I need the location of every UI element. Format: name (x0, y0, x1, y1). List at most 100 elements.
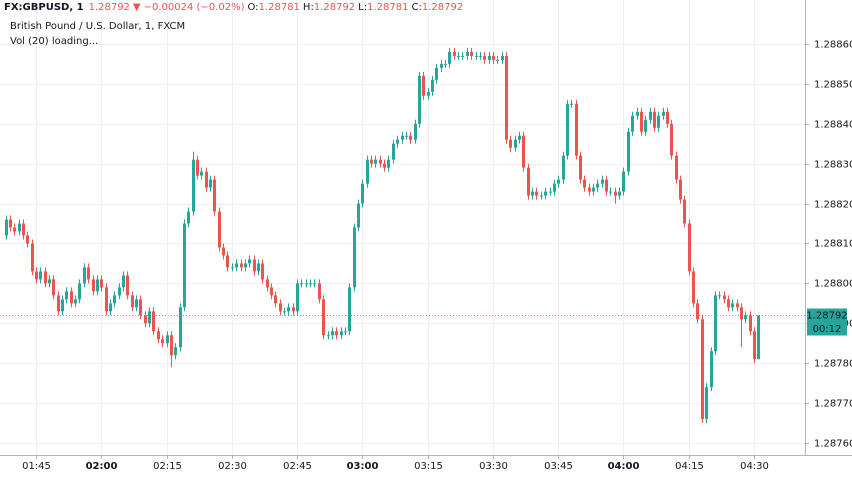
x-tick-label: 02:15 (153, 461, 182, 472)
candle-body (78, 283, 81, 300)
x-tick-label: 03:00 (347, 461, 379, 472)
candle-body (131, 295, 134, 308)
candle-body (179, 307, 182, 348)
candle-body (483, 55, 486, 60)
candle-body (753, 331, 756, 360)
close-label: C: (411, 2, 421, 13)
symbol: FX:GBPUSD, 1 (4, 2, 84, 13)
candle-body (518, 135, 521, 140)
candle-body (5, 219, 8, 236)
candle-body (48, 279, 51, 284)
candle-body (696, 303, 699, 320)
y-tick-label: 1.28850 (814, 80, 852, 91)
candle-body (266, 279, 269, 288)
candle-body (383, 163, 386, 168)
y-tick-label: 1.28820 (814, 200, 852, 211)
candle-body (240, 263, 243, 268)
candle-body (374, 159, 377, 164)
candle-body (283, 311, 286, 313)
volume-status: Vol (20) loading... (10, 36, 98, 47)
candle-body (544, 191, 547, 196)
candle-body (431, 79, 434, 92)
candle-body (70, 291, 73, 304)
candle-body (144, 315, 147, 324)
y-tick-label: 1.28800 (814, 279, 852, 290)
candle-body (557, 179, 560, 184)
low-value: 1.28781 (367, 2, 408, 13)
candle-body (231, 267, 234, 269)
y-tick-label: 1.28780 (814, 359, 852, 370)
candle-body (118, 287, 121, 296)
countdown-box (807, 322, 847, 336)
candle-body (396, 139, 399, 144)
candle-body (749, 315, 752, 332)
change: −0.00024 (−0.02%) (144, 2, 245, 13)
candle-body (666, 111, 669, 124)
candle-body (731, 303, 734, 308)
candle-body (361, 183, 364, 204)
candle-body (196, 159, 199, 176)
candle-body (461, 55, 464, 57)
candle-body (183, 223, 186, 308)
candle-body (26, 235, 29, 244)
x-tick-label: 03:30 (479, 461, 508, 472)
candle-body (44, 271, 47, 284)
candle-body (675, 155, 678, 180)
candle-body (609, 191, 612, 193)
candle-body (253, 259, 256, 272)
candle-body (244, 263, 247, 268)
candle-body (366, 159, 369, 184)
candle-body (444, 63, 447, 65)
candle-body (105, 287, 108, 312)
candle-body (588, 187, 591, 192)
candle-body (479, 55, 482, 57)
candle-body (705, 387, 708, 420)
candle-body (414, 123, 417, 140)
candle-body (670, 123, 673, 156)
candle-body (457, 55, 460, 57)
candle-body (139, 299, 142, 316)
candle-body (92, 279, 95, 292)
candle-body (488, 55, 491, 60)
candle-body (192, 159, 195, 212)
candle-body (566, 103, 569, 156)
candle-body (292, 307, 295, 312)
candle-body (9, 219, 12, 228)
candle-body (409, 135, 412, 140)
candle-body (435, 67, 438, 80)
chart-title: British Pound / U.S. Dollar, 1, FXCM (10, 21, 185, 32)
candle-body (109, 303, 112, 312)
candle-body (13, 227, 16, 232)
candle-body (387, 159, 390, 168)
candle-body (135, 299, 138, 308)
candle-body (57, 295, 60, 312)
x-tick-label: 02:30 (218, 461, 247, 472)
candle-body (505, 55, 508, 140)
candle-body (453, 51, 456, 56)
candle-body (723, 295, 726, 300)
candle-body (370, 159, 373, 164)
candle-body (300, 283, 303, 285)
y-tick-label: 1.28760 (814, 439, 852, 450)
candle-body (340, 331, 343, 336)
candle-body (52, 279, 55, 296)
candle-body (627, 131, 630, 172)
candle-body (649, 111, 652, 120)
candle-body (440, 63, 443, 68)
candle-body (226, 255, 229, 268)
candle-body (736, 303, 739, 308)
candle-body (157, 331, 160, 340)
candle-body (287, 307, 290, 312)
open-label: O: (247, 2, 258, 13)
candle-body (405, 135, 408, 137)
candle-body (357, 203, 360, 228)
candle-body (39, 271, 42, 280)
candle-body (100, 279, 103, 288)
candle-body (657, 115, 660, 128)
candle-body (509, 139, 512, 148)
candle-body (313, 283, 316, 285)
candle-body (318, 283, 321, 300)
x-tick-label: 03:45 (544, 461, 573, 472)
